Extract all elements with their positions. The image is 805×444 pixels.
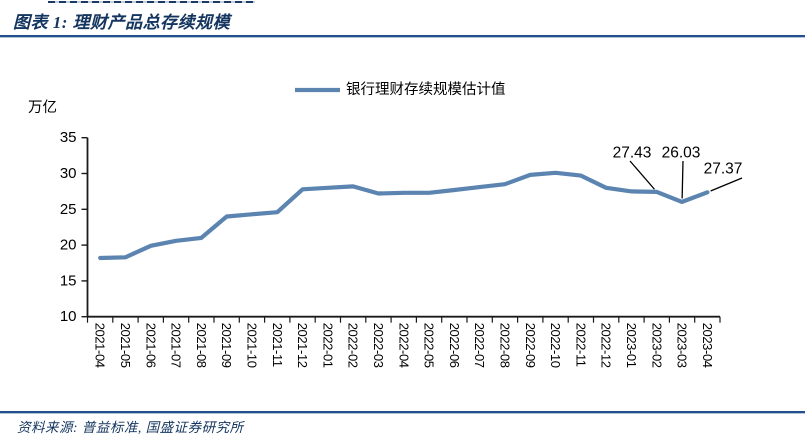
x-tick-label: 2023-02 <box>649 323 664 368</box>
x-tick-label: 2021-09 <box>219 323 234 368</box>
y-tick-label: 10 <box>60 308 77 325</box>
chart-legend: 银行理财存续规模估计值 <box>295 81 506 98</box>
x-tick-label: 2021-04 <box>93 323 108 368</box>
footer-divider-rule <box>0 411 805 413</box>
y-axis-unit-label: 万亿 <box>28 99 57 116</box>
annotation-leader-line <box>681 160 684 199</box>
x-tick-label: 2022-05 <box>422 323 437 368</box>
y-tick-label: 30 <box>60 165 77 182</box>
x-tick-label: 2022-10 <box>548 323 563 368</box>
x-tick-label: 2022-09 <box>523 323 538 368</box>
cropped-header-remnant-line <box>48 1 255 3</box>
figure-title: 图表 1: 理财产品总存续规模 <box>13 13 231 32</box>
x-tick-label: 2022-06 <box>447 323 462 368</box>
x-tick-label: 2022-07 <box>472 323 487 368</box>
y-tick-label: 25 <box>60 201 77 218</box>
x-tick-label: 2022-02 <box>346 323 361 368</box>
y-tick-label: 35 <box>60 129 77 146</box>
y-tick-label: 15 <box>60 272 77 289</box>
annotation-label: 26.03 <box>662 145 701 162</box>
x-tick-label: 2022-03 <box>371 323 386 368</box>
annotation-leader-line <box>710 177 743 192</box>
annotation-label: 27.43 <box>613 145 652 162</box>
x-tick-label: 2022-08 <box>497 323 512 368</box>
x-tick-label: 2022-11 <box>573 323 588 367</box>
annotation-leader-line <box>629 160 655 190</box>
x-tick-label: 2021-10 <box>244 323 259 368</box>
x-tick-label: 2022-12 <box>599 323 614 368</box>
x-tick-label: 2022-01 <box>320 323 335 368</box>
data-source-note: 资料来源: 普益标准, 国盛证券研究所 <box>17 420 244 435</box>
x-tick-label: 2023-03 <box>675 323 690 368</box>
y-tick-label: 20 <box>60 237 77 254</box>
legend-label: 银行理财存续规模估计值 <box>346 81 506 98</box>
x-tick-label: 2021-06 <box>143 323 158 368</box>
x-tick-label: 2021-07 <box>169 323 184 368</box>
series-line <box>98 170 710 261</box>
x-tick-label: 2023-04 <box>700 323 715 368</box>
x-tick-label: 2021-05 <box>118 323 133 368</box>
plot-area: 10 15 20 25 30 35 2021-04 2021-05 2021-06 2021-07… <box>60 129 743 368</box>
x-tick-label: 2021-11 <box>270 323 285 367</box>
annotation-label: 27.37 <box>704 161 743 178</box>
x-tick-label: 2022-04 <box>396 323 411 368</box>
x-tick-label: 2023-01 <box>624 323 639 368</box>
title-divider-rule <box>0 35 805 37</box>
x-tick-label: 2021-12 <box>295 323 310 368</box>
x-tick-label: 2021-08 <box>194 323 209 368</box>
